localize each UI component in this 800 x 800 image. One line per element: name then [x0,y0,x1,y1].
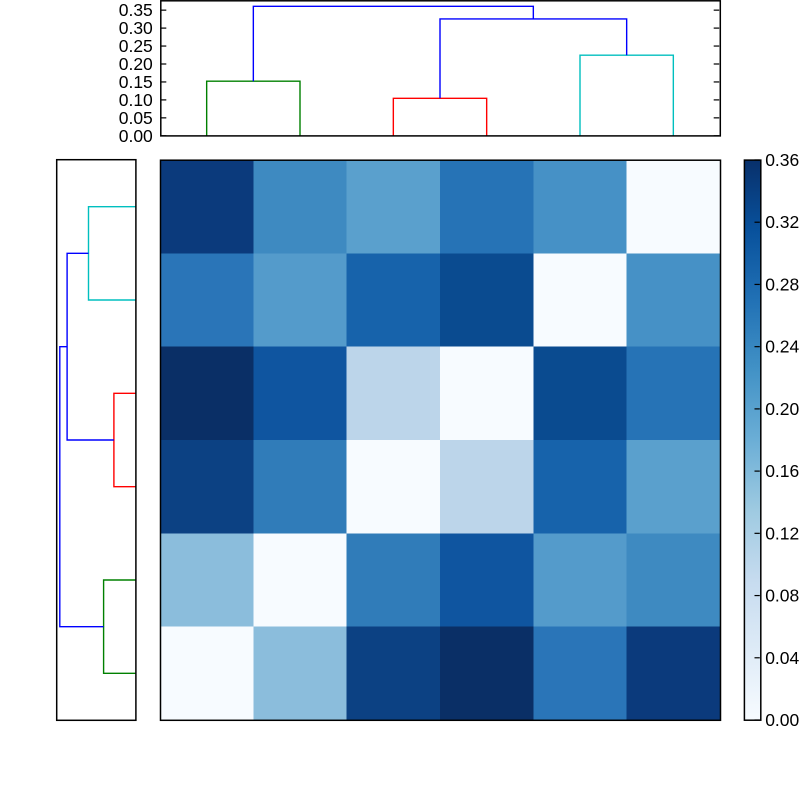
svg-text:0.20: 0.20 [765,399,799,419]
svg-text:0.16: 0.16 [765,461,799,481]
svg-text:0.04: 0.04 [765,648,799,668]
svg-text:0.32: 0.32 [765,212,799,232]
svg-text:0.10: 0.10 [119,90,153,110]
svg-text:0.28: 0.28 [765,274,799,294]
svg-text:0.15: 0.15 [119,72,153,92]
svg-text:0.36: 0.36 [765,150,799,170]
svg-text:0.08: 0.08 [765,586,799,606]
svg-text:0.12: 0.12 [765,523,799,543]
svg-text:0.20: 0.20 [119,54,153,74]
svg-text:0.24: 0.24 [765,337,799,357]
svg-text:0.35: 0.35 [119,0,153,20]
svg-text:0.05: 0.05 [119,108,153,128]
svg-text:0.00: 0.00 [765,710,799,730]
svg-text:0.30: 0.30 [119,18,153,38]
svg-text:0.00: 0.00 [119,126,153,146]
svg-text:0.25: 0.25 [119,36,153,56]
